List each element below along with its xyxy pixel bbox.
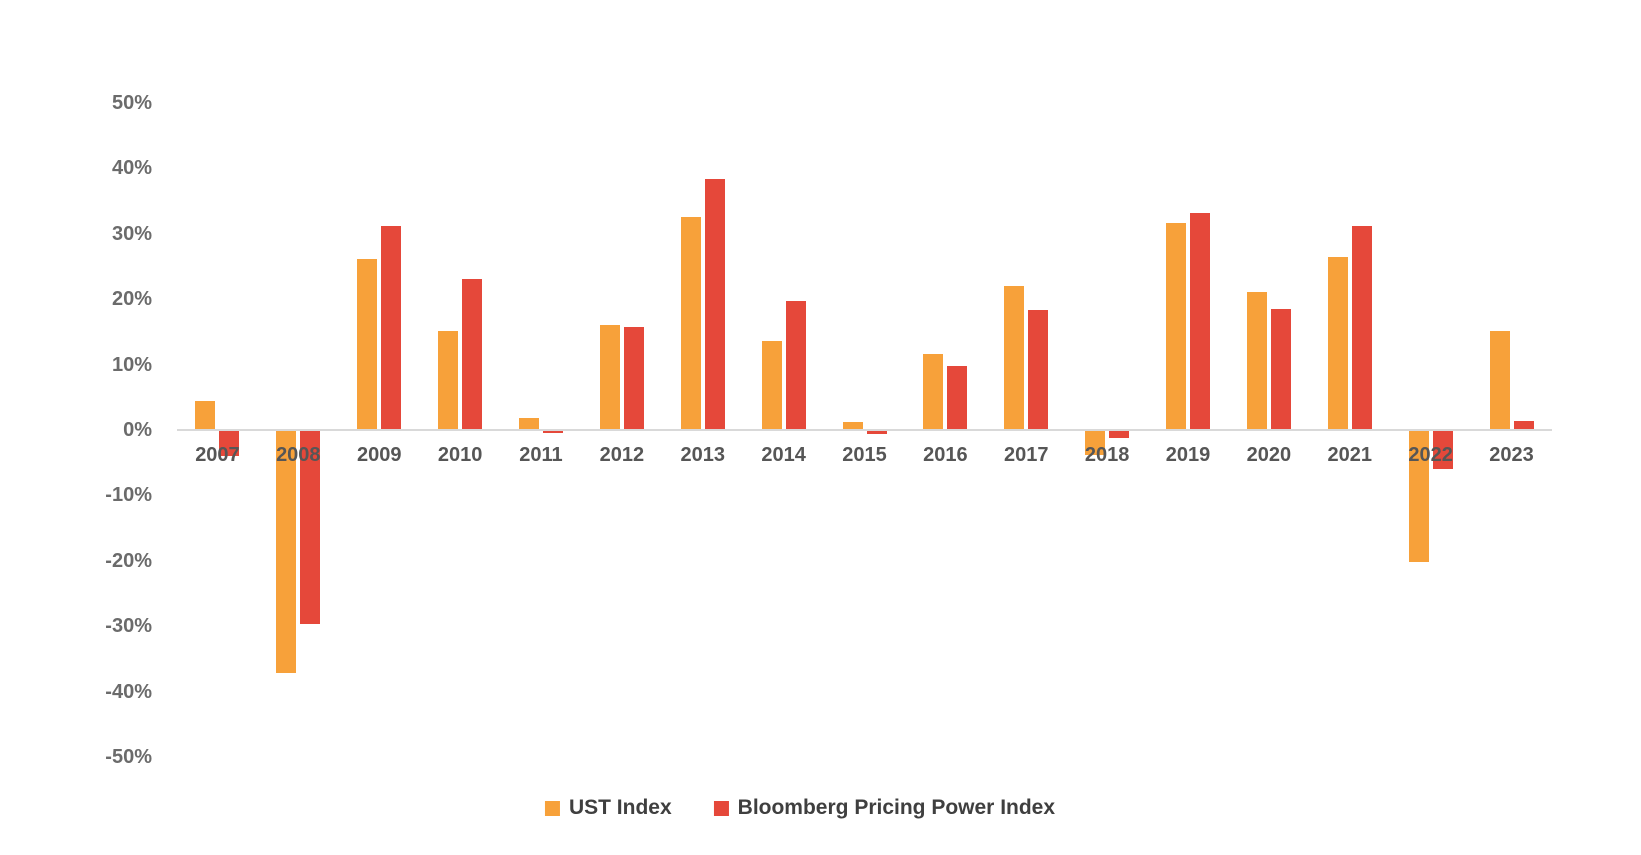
bar-2013-series-0 (680, 217, 701, 429)
x-axis-label-2012: 2012 (599, 444, 645, 466)
bar-2015-series-0 (842, 421, 863, 429)
legend-item-1: Bloomberg Pricing Power Index (713, 796, 1056, 820)
bar-2018-series-1 (1109, 431, 1130, 438)
bar-2008-series-1 (300, 431, 321, 624)
x-axis-label-2022: 2022 (1408, 444, 1453, 466)
bar-2021-series-0 (1327, 256, 1348, 429)
y-axis-tick-label: -10% (105, 484, 152, 507)
bar-2013-series-1 (704, 178, 725, 429)
bar-2012-series-0 (599, 325, 620, 429)
bar-2017-series-0 (1004, 286, 1025, 429)
x-axis-label-2019: 2019 (1165, 444, 1211, 466)
bar-2015-series-1 (866, 431, 887, 435)
x-axis-label-2023: 2023 (1489, 444, 1534, 466)
bar-2020-series-1 (1270, 308, 1291, 429)
bar-2011-series-0 (518, 417, 539, 429)
x-axis-label-2011: 2011 (519, 444, 563, 466)
legend-swatch-icon (713, 800, 729, 816)
bar-2014-series-0 (761, 341, 782, 429)
bar-2021-series-1 (1351, 226, 1372, 429)
bar-2016-series-0 (923, 354, 944, 429)
y-axis-tick-label: -40% (105, 680, 152, 703)
bar-2019-series-0 (1166, 222, 1187, 429)
x-axis-label-2010: 2010 (437, 444, 483, 466)
x-axis-label-2016: 2016 (923, 444, 968, 466)
bar-2007-series-1 (219, 431, 240, 456)
y-axis-tick-label: 10% (111, 353, 152, 376)
x-axis-label-2009: 2009 (356, 444, 402, 466)
y-axis-tick-label: -20% (105, 549, 152, 572)
y-axis-tick-label: 40% (111, 157, 152, 180)
bar-2010-series-1 (462, 278, 483, 429)
legend-label: Bloomberg Pricing Power Index (737, 796, 1056, 819)
bar-2014-series-1 (785, 301, 806, 429)
bar-2020-series-0 (1246, 291, 1267, 429)
x-axis-label-2018: 2018 (1084, 444, 1130, 466)
bar-2011-series-1 (542, 431, 563, 433)
bar-2012-series-1 (623, 326, 644, 429)
y-axis-tick-label: 20% (111, 288, 152, 311)
x-axis-line (177, 429, 1552, 431)
bar-2022-series-0 (1408, 431, 1429, 562)
x-axis-label-2021: 2021 (1327, 444, 1373, 466)
x-axis-label-2007: 2007 (195, 444, 240, 466)
legend-item-0: UST Index (544, 796, 672, 820)
bar-2009-series-1 (381, 226, 402, 429)
x-axis-label-2014: 2014 (761, 444, 806, 466)
x-axis-label-2008: 2008 (276, 444, 321, 466)
y-axis-tick-label: 0% (123, 419, 152, 441)
x-axis-label-2017: 2017 (1004, 444, 1049, 466)
y-axis-tick-label: 50% (111, 92, 152, 114)
legend-label: UST Index (568, 796, 672, 819)
bar-2017-series-1 (1028, 309, 1049, 429)
y-axis-tick-label: 30% (111, 222, 152, 245)
legend-swatch-icon (544, 800, 560, 816)
bar-2023-series-0 (1489, 330, 1510, 429)
bar-2022-series-1 (1432, 431, 1453, 469)
bar-2008-series-0 (276, 431, 297, 673)
bar-2019-series-1 (1190, 213, 1211, 429)
bar-2007-series-0 (195, 400, 216, 429)
y-axis-tick-label: -30% (105, 615, 152, 638)
bar-2018-series-0 (1085, 431, 1106, 456)
bar-2009-series-0 (357, 258, 378, 429)
bar-2016-series-1 (947, 365, 968, 429)
bar-2023-series-1 (1513, 421, 1534, 429)
x-axis-label-2013: 2013 (680, 444, 725, 466)
x-axis-label-2020: 2020 (1246, 444, 1292, 466)
y-axis-tick-label: -50% (105, 746, 152, 768)
x-axis-label-2015: 2015 (842, 444, 887, 466)
chart-legend: UST Index Bloomberg Pricing Power Index (544, 796, 1056, 820)
bar-2010-series-0 (438, 330, 459, 429)
